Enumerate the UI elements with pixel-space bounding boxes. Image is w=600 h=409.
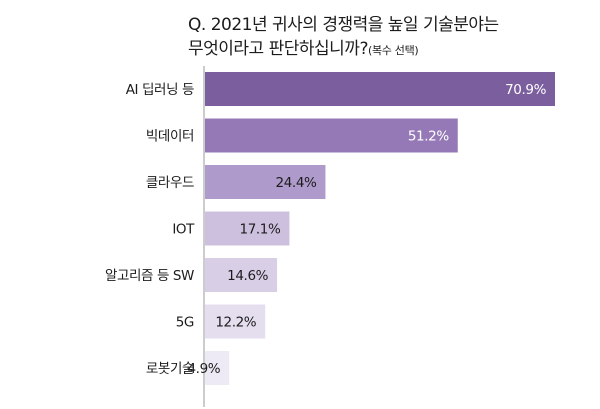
bar: [205, 118, 458, 153]
value-label: 12.2%: [215, 315, 256, 331]
bar: [205, 165, 326, 199]
bar: [205, 211, 290, 246]
title-question: 무엇이라고 판단하십니까?: [188, 39, 368, 59]
category-label: 클라우드: [146, 175, 194, 191]
value-label: 4.9%: [187, 361, 220, 377]
bar: [205, 351, 230, 385]
category-label: IOT: [172, 222, 195, 238]
category-label: 빅데이터: [146, 129, 194, 145]
value-label: 17.1%: [240, 222, 281, 238]
title-line-2: 무엇이라고 판단하십니까?(복수 선택): [188, 37, 588, 63]
title-note: (복수 선택): [367, 44, 419, 57]
value-label: 51.2%: [408, 129, 449, 145]
bar: [205, 72, 555, 106]
bar: [205, 304, 266, 339]
category-label: 5G: [176, 315, 194, 331]
bar: [205, 258, 278, 292]
title-line-1: Q. 2021년 귀사의 경쟁력을 높일 기술분야는: [188, 15, 499, 35]
category-label: 로봇기술: [146, 361, 194, 377]
category-label: AI 딥러닝 등: [126, 82, 194, 98]
chart-title: Q. 2021년 귀사의 경쟁력을 높일 기술분야는 무엇이라고 판단하십니까?…: [188, 13, 588, 63]
value-label: 70.9%: [505, 82, 546, 98]
value-label: 14.6%: [227, 268, 268, 284]
value-label: 24.4%: [276, 175, 317, 191]
category-label: 알고리즘 등 SW: [105, 268, 194, 284]
